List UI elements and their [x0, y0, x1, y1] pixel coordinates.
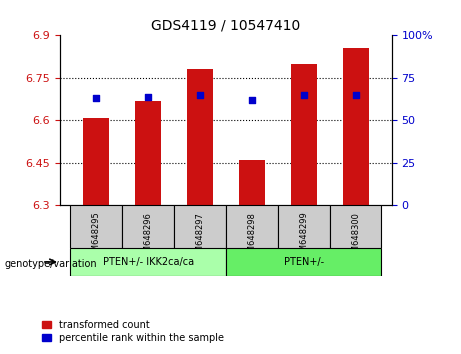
Text: GSM648299: GSM648299 — [299, 212, 308, 262]
Text: PTEN+/-: PTEN+/- — [284, 257, 324, 267]
Bar — [135, 101, 161, 205]
Point — [352, 92, 359, 98]
FancyBboxPatch shape — [226, 205, 278, 248]
Text: GSM648298: GSM648298 — [247, 212, 256, 263]
Legend: transformed count, percentile rank within the sample: transformed count, percentile rank withi… — [42, 320, 224, 343]
Point — [248, 97, 255, 103]
Bar — [83, 118, 109, 205]
Text: genotype/variation: genotype/variation — [5, 259, 97, 269]
Bar — [187, 69, 213, 205]
FancyBboxPatch shape — [70, 248, 226, 276]
Point — [300, 92, 307, 98]
FancyBboxPatch shape — [174, 205, 226, 248]
Point — [196, 92, 204, 98]
Bar — [239, 160, 265, 205]
Text: GSM648295: GSM648295 — [92, 212, 101, 262]
Text: GSM648300: GSM648300 — [351, 212, 360, 263]
FancyBboxPatch shape — [122, 205, 174, 248]
Point — [93, 96, 100, 101]
FancyBboxPatch shape — [330, 205, 382, 248]
FancyBboxPatch shape — [70, 205, 122, 248]
Text: GSM648296: GSM648296 — [143, 212, 153, 263]
Bar — [343, 48, 368, 205]
Text: GSM648297: GSM648297 — [195, 212, 205, 263]
FancyBboxPatch shape — [226, 248, 382, 276]
Point — [144, 94, 152, 99]
Title: GDS4119 / 10547410: GDS4119 / 10547410 — [151, 19, 301, 33]
Text: PTEN+/- IKK2ca/ca: PTEN+/- IKK2ca/ca — [102, 257, 194, 267]
FancyBboxPatch shape — [278, 205, 330, 248]
Bar — [291, 64, 317, 205]
